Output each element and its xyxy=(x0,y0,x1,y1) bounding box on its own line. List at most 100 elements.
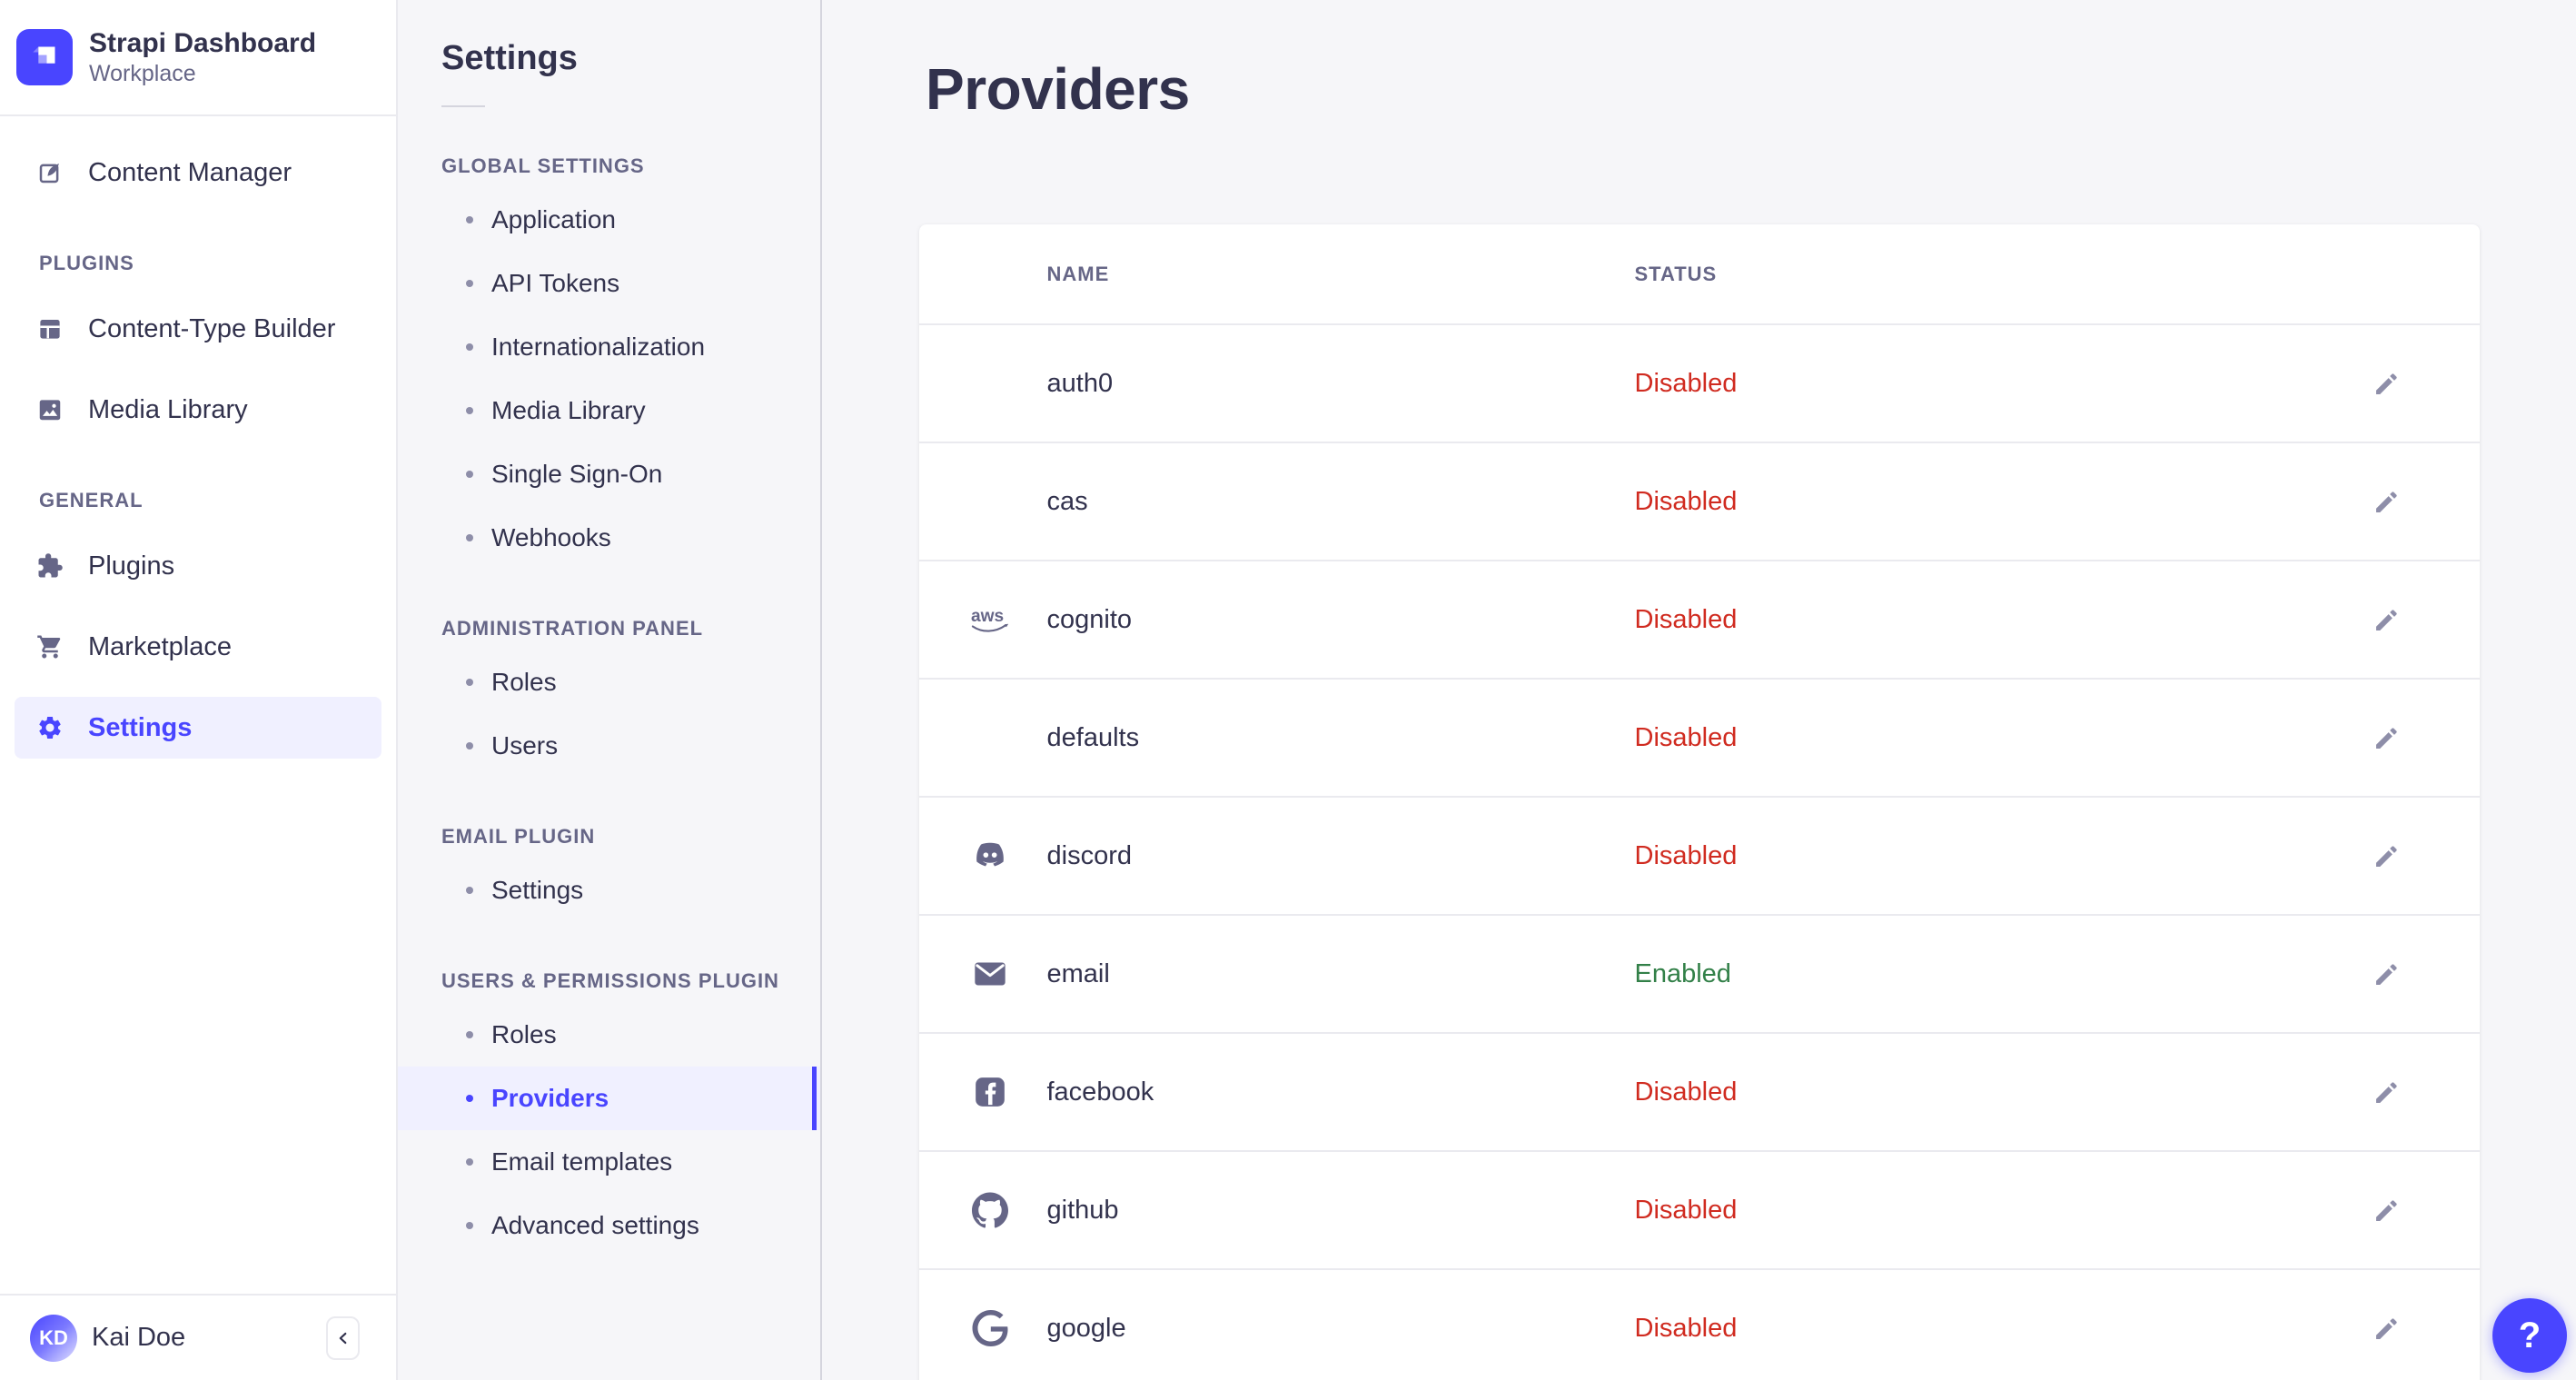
provider-row-defaults: defaults Disabled xyxy=(918,680,2480,798)
subnav-divider xyxy=(441,105,485,107)
subnav-section-label-email-plugin: EMAIL PLUGIN xyxy=(441,825,596,848)
subnav-item-providers[interactable]: Providers xyxy=(398,1067,820,1130)
provider-row-cas: cas Disabled xyxy=(918,443,2480,561)
subnav-item-label: Single Sign-On xyxy=(491,460,663,488)
sidebar-item-marketplace[interactable]: Marketplace xyxy=(15,616,381,678)
page-title: Providers xyxy=(926,56,1190,122)
plugins-icon xyxy=(36,552,64,580)
subnav-item-label: API Tokens xyxy=(491,269,620,297)
edit-provider-button[interactable] xyxy=(2367,954,2407,994)
table-body: auth0 Disabled cas Disabled aws cognito Disabl… xyxy=(918,325,2480,1380)
providers-table-card: NAME STATUS auth0 Disabled cas Disabled aws c… xyxy=(918,224,2480,1380)
sidebar-item-label: Marketplace xyxy=(88,631,232,661)
sidebar-item-content-type-builder[interactable]: Content-Type Builder xyxy=(15,298,381,360)
content-manager-icon xyxy=(36,159,64,186)
provider-name: github xyxy=(1046,1195,1119,1225)
settings-subnav-title: Settings xyxy=(441,39,578,77)
sidebar-item-plugins[interactable]: Plugins xyxy=(15,535,381,597)
marketplace-icon xyxy=(36,633,64,660)
subnav-item-label: Advanced settings xyxy=(491,1211,699,1239)
brand-text: Strapi Dashboard Workplace xyxy=(89,27,316,88)
workspace-brand[interactable]: Strapi Dashboard Workplace xyxy=(0,0,396,116)
provider-status: Disabled xyxy=(1634,368,1738,398)
content-type-builder-icon xyxy=(36,315,64,343)
subnav-item-roles[interactable]: Roles xyxy=(398,650,820,714)
sidebar-section-label-plugins: PLUGINS xyxy=(39,252,134,274)
edit-provider-button[interactable] xyxy=(2367,1072,2407,1112)
provider-status: Disabled xyxy=(1634,722,1738,752)
edit-provider-button[interactable] xyxy=(2367,718,2407,758)
subnav-item-label: Users xyxy=(491,731,559,759)
edit-provider-button[interactable] xyxy=(2367,1308,2407,1348)
sidebar-item-label: Content Manager xyxy=(88,157,292,187)
subnav-item-label: Webhooks xyxy=(491,523,611,551)
subnav-item-label: Roles xyxy=(491,668,557,696)
aws-icon: aws xyxy=(970,600,1010,640)
subnav-item-users[interactable]: Users xyxy=(398,714,820,778)
subnav-item-internationalization[interactable]: Internationalization xyxy=(398,315,820,379)
avatar[interactable]: KD xyxy=(30,1314,77,1362)
sidebar-item-label: Settings xyxy=(88,712,193,742)
edit-provider-button[interactable] xyxy=(2367,836,2407,876)
provider-row-cognito: aws cognito Disabled xyxy=(918,561,2480,680)
no-icon xyxy=(970,363,1010,403)
user-name: Kai Doe xyxy=(92,1323,186,1352)
provider-name: email xyxy=(1046,958,1110,988)
subnav-item-label: Media Library xyxy=(491,396,646,424)
provider-row-google: google Disabled xyxy=(919,1270,2480,1380)
subnav-item-advanced-settings[interactable]: Advanced settings xyxy=(398,1194,820,1257)
discord-icon xyxy=(970,836,1010,876)
subnav-item-settings[interactable]: Settings xyxy=(398,859,820,922)
subnav-item-label: Email templates xyxy=(491,1147,673,1176)
subnav-item-single-sign-on[interactable]: Single Sign-On xyxy=(398,442,820,506)
column-header-status: STATUS xyxy=(1634,262,1718,285)
subnav-item-email-templates[interactable]: Email templates xyxy=(398,1130,820,1194)
settings-icon xyxy=(36,714,64,741)
settings-subnav: Settings GLOBAL SETTINGS Application API T… xyxy=(398,0,822,1380)
provider-name: discord xyxy=(1046,840,1133,870)
provider-name: cas xyxy=(1046,486,1088,516)
media-library-icon xyxy=(36,396,64,423)
no-icon xyxy=(970,718,1010,758)
subnav-item-label: Application xyxy=(491,205,616,233)
provider-status: Enabled xyxy=(1634,958,1731,988)
edit-provider-button[interactable] xyxy=(2367,482,2407,521)
provider-name: defaults xyxy=(1046,722,1140,752)
subnav-item-label: Internationalization xyxy=(491,333,706,361)
sidebar-item-content-manager[interactable]: Content Manager xyxy=(15,142,381,204)
column-header-name: NAME xyxy=(1046,262,1110,285)
no-icon xyxy=(970,482,1010,521)
subnav-item-media-library[interactable]: Media Library xyxy=(398,379,820,442)
sidebar-nav: Content Manager PLUGINS Content-Type Build… xyxy=(0,116,396,1294)
provider-row-auth0: auth0 Disabled xyxy=(918,325,2480,443)
github-icon xyxy=(970,1190,1010,1230)
envelope-icon xyxy=(970,954,1010,994)
edit-provider-button[interactable] xyxy=(2367,1190,2407,1230)
chevron-left-icon xyxy=(339,1332,346,1344)
collapse-sidebar-button[interactable] xyxy=(326,1315,360,1360)
sidebar-item-settings[interactable]: Settings xyxy=(15,697,381,759)
edit-provider-button[interactable] xyxy=(2367,600,2407,640)
strapi-logo-icon xyxy=(16,29,73,85)
main-sidebar: Strapi Dashboard Workplace Content Manag… xyxy=(0,0,398,1380)
provider-name: cognito xyxy=(1046,604,1133,634)
subnav-item-api-tokens[interactable]: API Tokens xyxy=(398,252,820,315)
sidebar-item-media-library[interactable]: Media Library xyxy=(15,379,381,441)
provider-row-facebook: facebook Disabled xyxy=(918,1034,2480,1152)
help-button[interactable]: ? xyxy=(2492,1298,2567,1373)
subnav-item-webhooks[interactable]: Webhooks xyxy=(398,506,820,570)
provider-name: google xyxy=(1046,1313,1126,1343)
provider-row-email: email Enabled xyxy=(918,916,2480,1034)
sidebar-section-label-general: GENERAL xyxy=(39,489,144,511)
provider-status: Disabled xyxy=(1634,604,1738,634)
subnav-section-label-users-permissions-plugin: USERS & PERMISSIONS PLUGIN xyxy=(441,969,779,992)
provider-status: Disabled xyxy=(1634,1313,1738,1343)
main-content: Providers NAME STATUS auth0 Disabled cas Di… xyxy=(822,0,2576,1380)
subnav-item-roles[interactable]: Roles xyxy=(398,1003,820,1067)
subnav-item-application[interactable]: Application xyxy=(398,188,820,252)
sidebar-item-label: Content-Type Builder xyxy=(88,313,336,343)
edit-provider-button[interactable] xyxy=(2367,363,2407,403)
provider-status: Disabled xyxy=(1634,840,1738,870)
provider-status: Disabled xyxy=(1634,486,1738,516)
sidebar-item-label: Media Library xyxy=(88,394,248,424)
